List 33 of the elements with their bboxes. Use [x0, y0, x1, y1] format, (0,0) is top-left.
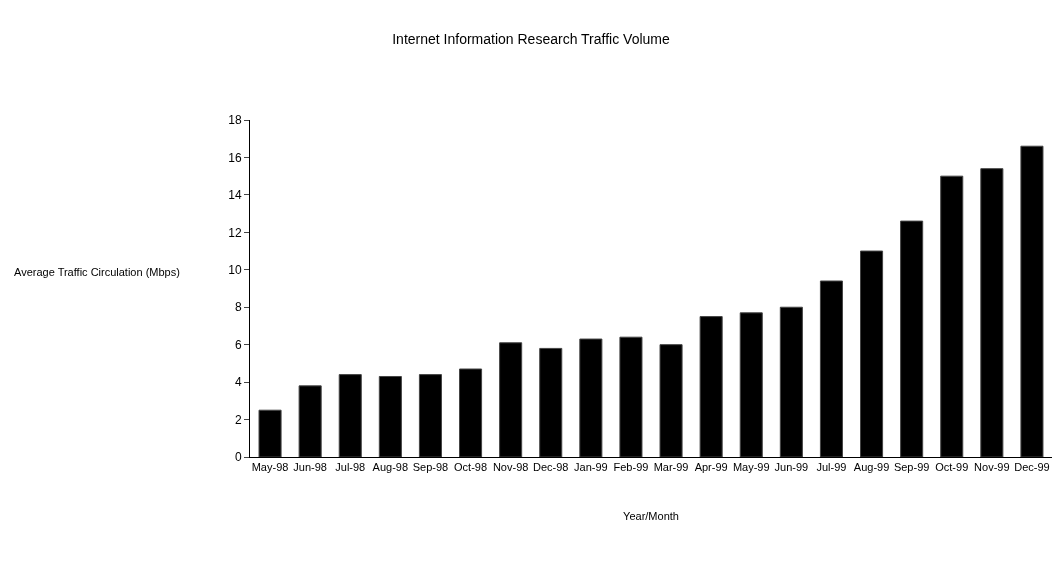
x-tick-label: Dec-98	[533, 461, 569, 474]
x-tick-label: Aug-99	[853, 461, 890, 474]
y-tick-label: 2	[234, 412, 242, 427]
x-tick-label: Dec-99	[1014, 461, 1050, 474]
x-tick-label: Nov-98	[492, 461, 529, 474]
x-tick-label: Jul-98	[335, 461, 366, 474]
y-tick-label: 4	[234, 375, 242, 390]
x-tick-label: Nov-99	[974, 461, 1010, 474]
x-tick-label: Aug-98	[372, 461, 409, 474]
x-tick-label: Mar-99	[653, 461, 689, 474]
x-tick-label: May-98	[251, 461, 289, 474]
x-tick-label: Jun-98	[293, 461, 327, 474]
y-tick-label: 18	[228, 113, 242, 128]
y-tick-label: 0	[234, 450, 242, 465]
y-tick-label: 12	[228, 225, 242, 240]
x-tick-label: Oct-98	[454, 461, 488, 474]
x-tick-label: Sep-98	[412, 461, 449, 474]
y-tick-label: 16	[228, 150, 242, 165]
chart-title: Internet Information Research Traffic Volume	[392, 31, 670, 48]
x-tick-label: Sep-99	[893, 461, 930, 474]
x-axis-title: Year/Month	[623, 510, 679, 523]
x-tick-label: May-99	[732, 461, 770, 474]
y-tick-label: 14	[228, 188, 242, 203]
x-tick-label: Jul-99	[816, 461, 847, 474]
y-tick-label: 6	[234, 337, 242, 352]
x-tick-label: Jun-99	[774, 461, 809, 474]
x-tick-label: Oct-99	[935, 461, 969, 474]
y-axis-title: Average Traffic Circulation (Mbps)	[14, 266, 180, 278]
x-tick-label: Apr-99	[694, 461, 728, 474]
x-tick-label: Jan-99	[574, 461, 608, 474]
y-tick-label: 8	[234, 300, 242, 315]
x-tick-label: Feb-99	[613, 461, 649, 474]
y-tick-label: 10	[228, 262, 242, 277]
